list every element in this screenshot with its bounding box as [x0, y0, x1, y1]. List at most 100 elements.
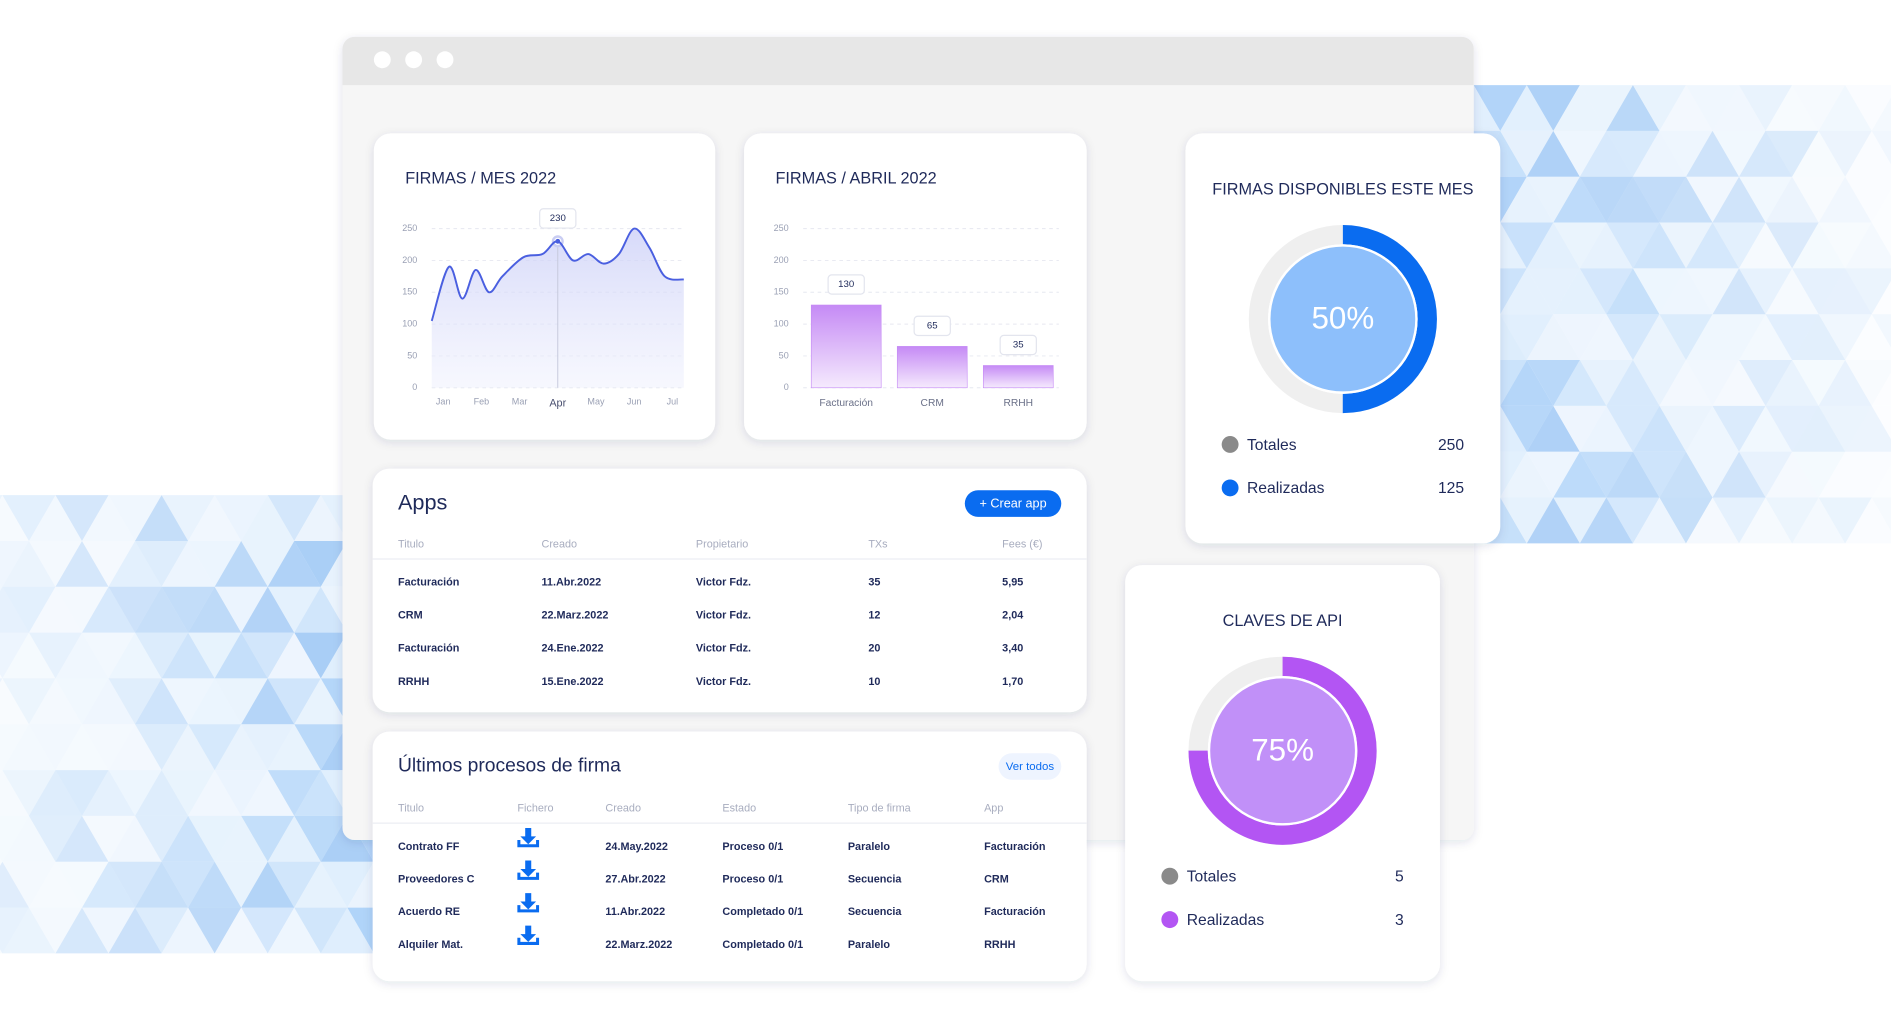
- bg-triangle: [55, 678, 109, 725]
- bg-triangle: [294, 495, 348, 541]
- value-label-box: [539, 208, 577, 229]
- bg-triangle: [55, 540, 109, 587]
- bg-triangle: [135, 586, 189, 633]
- button[interactable]: [964, 490, 1062, 517]
- bg-triangle: [55, 907, 109, 954]
- window-dot[interactable]: [405, 51, 423, 69]
- bg-triangle: [294, 678, 348, 725]
- donut-arc: [1188, 656, 1377, 845]
- bg-triangle: [1632, 85, 1686, 131]
- table-cell: 22.Marz.2022: [541, 610, 608, 622]
- bg-triangle: [214, 678, 268, 725]
- donut-arc: [1248, 224, 1437, 414]
- y-tick-label: 50: [779, 350, 789, 360]
- bg-triangle: [0, 949, 3, 954]
- bg-triangle: [1606, 360, 1660, 406]
- bg-triangle: [1632, 268, 1686, 315]
- bg-triangle: [1526, 130, 1580, 177]
- bg-triangle: [55, 632, 109, 679]
- table-cell: 24.May.2022: [605, 841, 668, 853]
- bg-triangle: [1765, 314, 1819, 361]
- bg-triangle: [1765, 405, 1819, 452]
- bg-triangle: [1845, 405, 1891, 452]
- download-icon[interactable]: [517, 893, 540, 913]
- bg-triangle: [2, 586, 56, 633]
- download-icon[interactable]: [517, 827, 540, 848]
- button[interactable]: [998, 753, 1062, 780]
- bg-triangle: [214, 907, 268, 954]
- bg-triangle: [188, 678, 242, 725]
- bg-triangle: [1818, 222, 1872, 269]
- bg-triangle: [294, 540, 348, 587]
- table-cell: 5,95: [1002, 576, 1023, 588]
- value-label-box: [827, 274, 865, 295]
- bg-triangle: [161, 495, 215, 541]
- table-cell: 12: [868, 610, 880, 622]
- bg-triangle: [1712, 314, 1766, 361]
- bg-triangle: [214, 495, 268, 541]
- column-header: Fees (€): [1002, 538, 1042, 550]
- bg-triangle: [1659, 176, 1713, 223]
- bg-triangle: [1765, 222, 1819, 269]
- table-cell: Facturación: [984, 841, 1045, 853]
- y-tick-label: 250: [402, 223, 417, 233]
- bg-triangle: [1765, 176, 1819, 223]
- bg-triangle: [1845, 360, 1891, 406]
- bg-triangle: [161, 540, 215, 587]
- bg-triangle: [1659, 268, 1713, 315]
- button-label[interactable]: + Crear app: [979, 497, 1046, 511]
- window-dot[interactable]: [373, 51, 391, 69]
- bg-triangle: [1818, 130, 1872, 177]
- bg-triangle: [1526, 497, 1580, 544]
- bg-triangle: [1553, 130, 1607, 177]
- download-icon[interactable]: [517, 860, 540, 880]
- apps-card: [372, 468, 1087, 713]
- bg-triangle: [1579, 451, 1633, 498]
- bg-triangle: [1712, 85, 1766, 131]
- bg-triangle: [28, 907, 83, 954]
- bg-triangle: [1659, 497, 1713, 544]
- bg-triangle: [241, 724, 295, 771]
- bg-triangle: [1818, 451, 1872, 498]
- bg-triangle: [294, 907, 348, 954]
- bg-triangle: [1845, 85, 1891, 131]
- bar: [896, 346, 968, 389]
- bg-triangle: [1500, 360, 1554, 406]
- section-title: Apps: [398, 489, 448, 514]
- y-tick-label: 250: [774, 223, 789, 233]
- legend-label: Realizadas: [1187, 912, 1265, 929]
- window-dot[interactable]: [436, 51, 454, 69]
- bg-triangle: [1685, 85, 1740, 131]
- bg-triangle: [1553, 405, 1607, 452]
- legend-swatch: [1161, 867, 1179, 885]
- bg-triangle: [82, 907, 136, 954]
- bar: [810, 304, 882, 389]
- processes-card: [372, 731, 1087, 982]
- table-cell: 3,40: [1002, 643, 1023, 655]
- bg-triangle: [2, 632, 56, 679]
- value-label: 230: [550, 213, 566, 224]
- bg-triangle: [0, 724, 29, 771]
- bg-triangle: [1526, 314, 1580, 361]
- bg-triangle: [320, 907, 374, 954]
- y-tick-label: 150: [774, 287, 789, 297]
- bg-triangle: [161, 632, 215, 679]
- bg-triangle: [1500, 222, 1554, 269]
- card-title: FIRMAS / ABRIL 2022: [775, 169, 936, 187]
- button-label[interactable]: Ver todos: [1006, 761, 1055, 773]
- bg-triangle: [1632, 176, 1686, 223]
- download-icon[interactable]: [517, 925, 540, 945]
- table-cell: RRHH: [984, 939, 1015, 951]
- table-cell: Proceso 0/1: [722, 874, 783, 886]
- bg-triangle: [241, 770, 295, 816]
- column-header: Propietario: [696, 538, 748, 550]
- bg-triangle: [2, 495, 56, 541]
- table-cell: Victor Fdz.: [696, 643, 751, 655]
- card-title: CLAVES DE API: [1223, 612, 1343, 630]
- bg-triangle: [294, 770, 348, 816]
- donut-value: 75%: [1251, 732, 1314, 767]
- y-tick-label: 0: [784, 382, 789, 392]
- bg-triangle: [161, 724, 215, 771]
- column-header: Creado: [605, 803, 641, 815]
- bg-triangle: [1792, 405, 1846, 452]
